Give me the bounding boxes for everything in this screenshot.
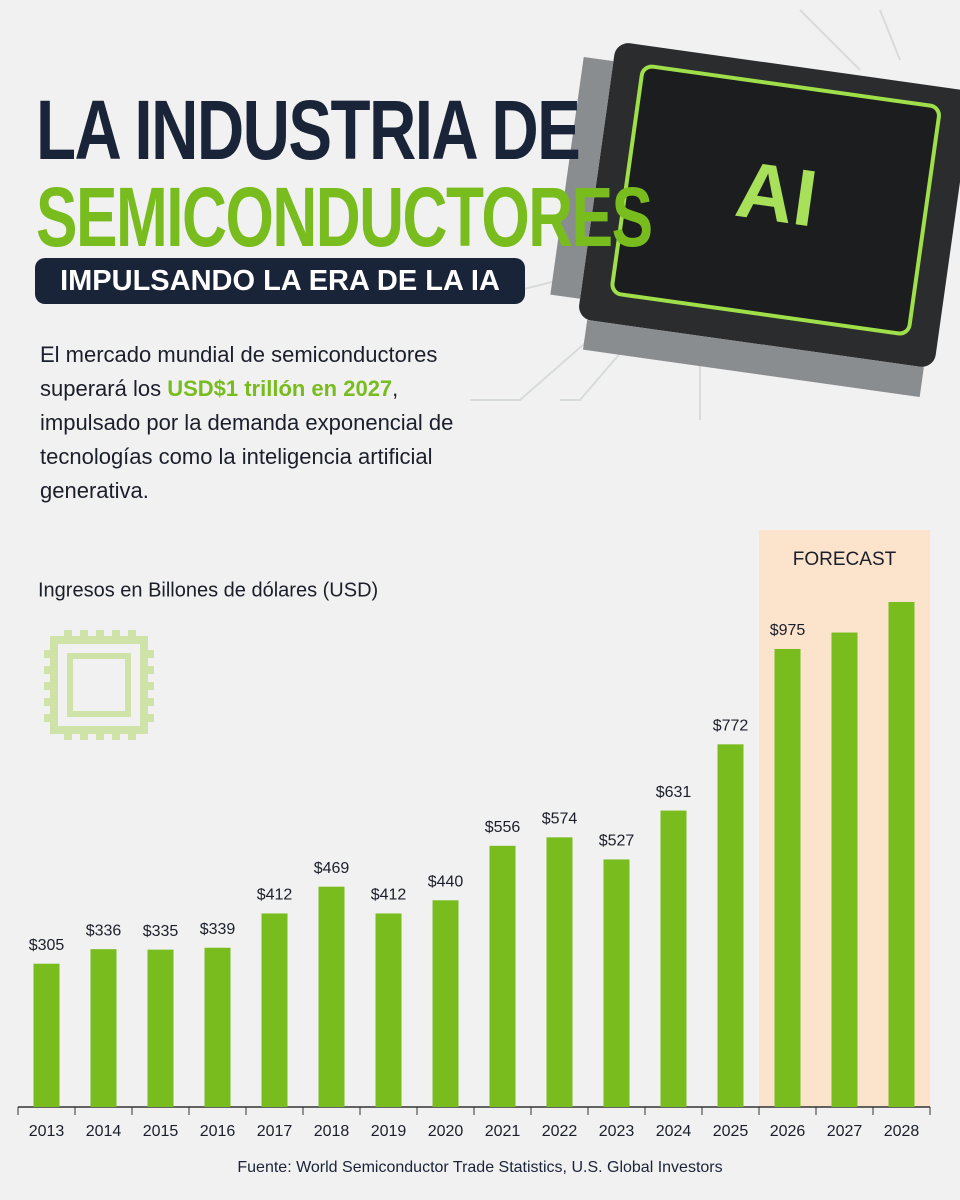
x-tick-label: 2024	[656, 1123, 692, 1140]
x-tick-label: 2015	[143, 1123, 179, 1140]
value-label: $556	[485, 819, 521, 836]
x-tick-label: 2021	[485, 1123, 521, 1140]
value-label: $574	[542, 811, 578, 828]
text: , impulsado por la demanda exponencial d…	[40, 376, 454, 503]
value-label: $339	[200, 921, 236, 938]
value-label: $469	[314, 860, 350, 877]
forecast-label: FORECAST	[793, 549, 897, 570]
value-label: $336	[86, 922, 122, 939]
value-label: $975	[770, 622, 806, 639]
chip-icon	[44, 630, 154, 740]
bar	[660, 810, 687, 1107]
value-label: $440	[428, 874, 464, 891]
x-tick-label: 2018	[314, 1123, 350, 1140]
bar	[33, 963, 60, 1107]
chip-label: AI	[731, 144, 823, 243]
x-tick-label: 2022	[542, 1123, 578, 1140]
title-line1: LA INDUSTRIA DE	[36, 83, 581, 177]
highlight: USD$1 trillón en 2027	[167, 376, 393, 401]
bar	[147, 949, 174, 1107]
bar	[603, 859, 630, 1107]
text: El mercado mundial de semiconductores su…	[40, 342, 438, 401]
bar	[204, 947, 231, 1107]
value-label: $335	[143, 923, 179, 940]
x-tick-label: 2013	[29, 1123, 65, 1140]
x-tick-label: 2027	[827, 1123, 863, 1140]
subtitle: IMPULSANDO LA ERA DE LA IA	[35, 258, 525, 304]
bar	[432, 900, 459, 1107]
title-line2: SEMICONDUCTORES	[36, 170, 653, 264]
bar	[717, 744, 744, 1107]
x-tick-label: 2020	[428, 1123, 464, 1140]
bar	[261, 913, 288, 1107]
x-tick-label: 2026	[770, 1123, 806, 1140]
x-tick-label: 2017	[257, 1123, 293, 1140]
x-tick-label: 2019	[371, 1123, 407, 1140]
bar	[774, 648, 801, 1107]
value-label: $527	[599, 833, 635, 850]
x-tick-label: 2028	[884, 1123, 920, 1140]
bar	[831, 632, 858, 1107]
source: Fuente: World Semiconductor Trade Statis…	[237, 1159, 722, 1176]
paragraph: El mercado mundial de semiconductores su…	[40, 338, 480, 508]
bar	[375, 913, 402, 1107]
value-label: $305	[29, 937, 65, 954]
bar	[888, 602, 915, 1107]
x-tick-label: 2025	[713, 1123, 749, 1140]
bar	[318, 886, 345, 1107]
bar	[90, 949, 117, 1107]
value-label: $772	[713, 718, 749, 735]
chip-art: AI	[470, 9, 960, 420]
value-label: $631	[656, 784, 692, 801]
x-tick-label: 2014	[86, 1123, 122, 1140]
bar	[546, 837, 573, 1107]
bar	[489, 845, 516, 1107]
y-axis-label: Ingresos en Billones de dólares (USD)	[38, 579, 378, 601]
x-tick-label: 2023	[599, 1123, 635, 1140]
value-label: $412	[371, 887, 407, 904]
value-label: $412	[257, 887, 293, 904]
x-tick-label: 2016	[200, 1123, 236, 1140]
